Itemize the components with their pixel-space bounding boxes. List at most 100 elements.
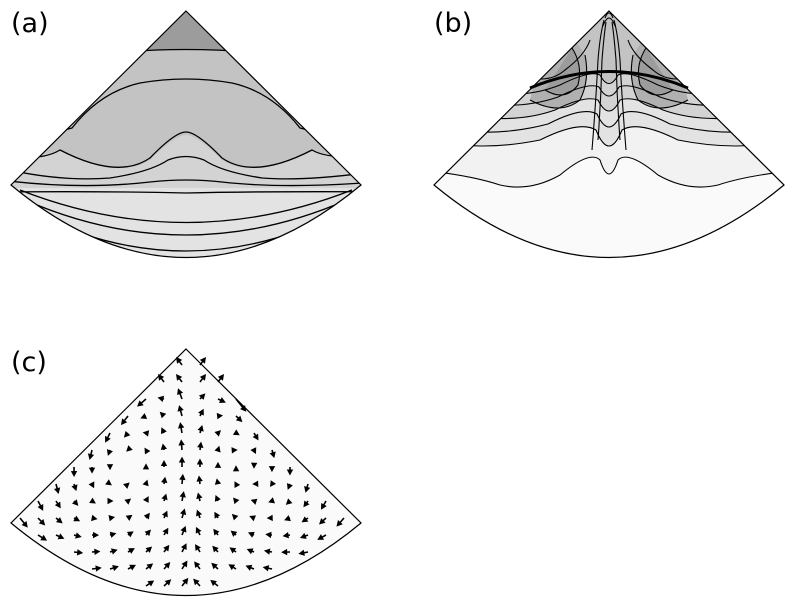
vector-arrow-head xyxy=(146,563,154,570)
vector-arrow-head xyxy=(142,479,149,487)
vector-arrow-head xyxy=(177,405,184,412)
vector-arrow-head xyxy=(252,433,259,441)
vector-arrow-head xyxy=(38,518,46,526)
vector-arrow-head xyxy=(214,511,221,519)
panel-a-contour-line xyxy=(11,155,361,180)
vector-arrow-head xyxy=(214,461,222,468)
vector-arrow-head xyxy=(177,388,184,395)
vector-arrow-head xyxy=(143,496,149,503)
panel-a-contour-line xyxy=(24,199,348,236)
vector-arrow-head xyxy=(197,425,204,432)
vector-arrow-head xyxy=(71,484,78,492)
vector-arrow-head xyxy=(57,533,65,540)
panel-b-contour-line xyxy=(434,156,784,188)
vector-arrow-head xyxy=(230,530,238,537)
vector-arrow-head xyxy=(217,374,224,381)
vector-arrow-head xyxy=(91,514,98,522)
vector-arrow-head xyxy=(71,499,79,506)
panel-b-contour-line xyxy=(449,98,771,120)
panel-b-label: (b) xyxy=(434,8,473,39)
vector-arrow-head xyxy=(179,491,186,498)
vector-arrow-head xyxy=(285,498,293,505)
vector-arrow-head xyxy=(232,465,240,472)
panel-c-arrows xyxy=(19,357,345,587)
vector-arrow-head xyxy=(129,564,136,571)
panel-b-outline xyxy=(433,10,785,258)
vector-arrow-head xyxy=(177,422,185,429)
vector-arrow-head xyxy=(92,531,100,539)
vector-arrow-head xyxy=(228,564,236,571)
vector-arrow-head xyxy=(40,534,48,541)
vector-arrow-head xyxy=(269,451,276,459)
vector-arrow-head xyxy=(109,531,117,538)
vector-arrow-head xyxy=(110,548,118,555)
vector-arrow-head xyxy=(106,449,113,456)
vector-arrow-head xyxy=(245,564,253,571)
vector-arrow-head xyxy=(214,478,222,485)
vector-arrow-head xyxy=(298,549,305,556)
panel-b-contour-line xyxy=(591,19,605,151)
vector-arrow-head xyxy=(195,526,202,534)
panel-b-contour-line xyxy=(434,126,784,147)
panel-b-contour-line xyxy=(529,54,588,109)
vector-arrow-head xyxy=(246,548,254,555)
vector-arrow-head xyxy=(266,514,273,522)
vector-arrow-head xyxy=(199,374,206,381)
vector-arrow-head xyxy=(250,462,258,469)
vector-arrow-head xyxy=(21,520,28,528)
vector-arrow-head xyxy=(162,527,169,535)
vector-arrow-head xyxy=(211,562,218,570)
vector-arrow-head xyxy=(143,512,150,520)
vector-arrow-shaft xyxy=(235,398,245,410)
vector-arrow-head xyxy=(176,374,183,381)
vector-arrow-head xyxy=(282,532,290,539)
vector-arrow-head xyxy=(196,509,203,517)
vector-arrow-head xyxy=(286,469,294,476)
vector-arrow-head xyxy=(53,487,61,494)
panel-c-label: (c) xyxy=(11,347,47,378)
vector-arrow-head xyxy=(125,514,133,521)
panel-c-outline xyxy=(10,348,362,596)
vector-arrow-head xyxy=(108,515,115,522)
vector-arrow-head xyxy=(234,481,241,489)
vector-arrow-head xyxy=(317,534,325,540)
vector-arrow-head xyxy=(219,397,226,404)
vector-arrow-head xyxy=(233,497,240,505)
vector-arrow-head xyxy=(180,508,187,516)
panel-b-contours xyxy=(434,12,784,188)
vector-arrow-head xyxy=(137,400,144,407)
vector-arrow-head xyxy=(210,579,217,587)
panel-a-label: (a) xyxy=(11,8,49,39)
vector-arrow-head xyxy=(247,531,255,538)
vector-arrow-head xyxy=(250,498,258,505)
vector-arrow-head xyxy=(142,463,150,470)
vector-arrow-head xyxy=(126,445,133,452)
vector-arrow-head xyxy=(212,545,219,553)
vector-arrow-head xyxy=(144,529,152,537)
vector-arrow-head xyxy=(142,430,150,437)
vector-arrow-head xyxy=(161,510,168,518)
vector-arrow-head xyxy=(107,497,114,505)
vector-arrow-head xyxy=(120,418,128,426)
panel-b-contour-plot xyxy=(433,10,785,258)
panel-b-contour-line xyxy=(597,21,607,141)
panel-a-contour-line xyxy=(19,189,353,224)
panel-b-region-darkest-right xyxy=(638,48,673,94)
vector-arrow-head xyxy=(106,464,114,471)
vector-arrow-head xyxy=(75,532,82,539)
vector-arrow-head xyxy=(196,458,204,465)
vector-arrow-head xyxy=(94,548,101,555)
vector-arrow-head xyxy=(88,467,96,474)
vector-arrow-head xyxy=(299,532,307,539)
vector-arrow-head xyxy=(216,412,224,420)
vector-arrow-head xyxy=(180,525,187,533)
vector-arrow-head xyxy=(157,395,165,402)
vector-arrow-head xyxy=(301,516,309,523)
panel-b-contour-line xyxy=(611,21,621,141)
vector-arrow-head xyxy=(176,357,183,364)
vector-arrow-head xyxy=(319,518,326,525)
panel-b-contour-line xyxy=(602,17,616,27)
vector-arrow-head xyxy=(76,549,84,556)
vector-arrow-head xyxy=(104,435,111,443)
panel-b-contour-line xyxy=(469,73,751,96)
